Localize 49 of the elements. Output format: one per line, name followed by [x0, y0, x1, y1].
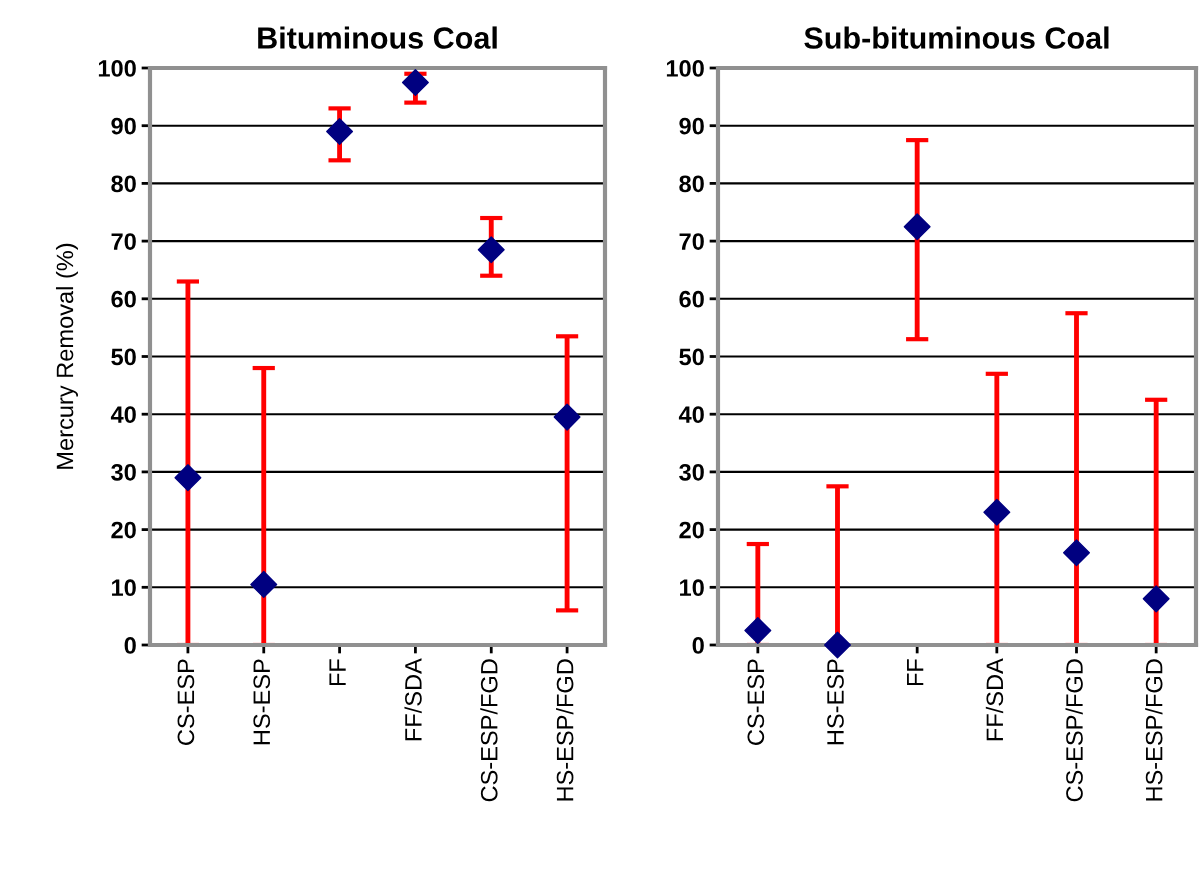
- y-tick-label: 90: [111, 117, 136, 135]
- point: [824, 631, 851, 659]
- y-tick-label: 20: [679, 521, 704, 539]
- y-tick-label: 20: [111, 521, 136, 539]
- point: [1142, 585, 1170, 613]
- y-tick-label: 60: [111, 290, 136, 308]
- y-tick-label: 80: [679, 175, 704, 193]
- x-tick-label: FF/SDA: [404, 658, 422, 741]
- y-tick-label: 0: [124, 637, 136, 654]
- x-tick-label: HS-ESP: [827, 659, 844, 745]
- point: [983, 498, 1011, 526]
- y-tick-label: 40: [678, 406, 704, 423]
- chart-title: Bituminous Coal: [258, 26, 497, 49]
- y-tick-label: 80: [111, 175, 136, 193]
- x-tick-label: CS-ESP: [747, 659, 765, 745]
- x-tick-label: CS-ESP/FGD: [1065, 659, 1083, 802]
- y-tick-label: 30: [111, 463, 136, 481]
- y-axis-title: Mercury Removal (%): [55, 243, 78, 469]
- x-tick-label: FF/SDA: [985, 658, 1004, 741]
- y-tick-label: 50: [679, 348, 704, 366]
- y-tick-label: 60: [679, 290, 704, 308]
- y-tick-label: 100: [666, 60, 704, 77]
- y-tick-label: 0: [692, 637, 704, 654]
- y-tick-label: 30: [679, 463, 704, 481]
- x-tick-label: HS-ESP/FGD: [556, 659, 574, 801]
- x-tick-label: FF: [907, 659, 924, 686]
- x-tick-label: HS-ESP: [253, 659, 271, 745]
- point: [401, 68, 429, 96]
- y-tick-label: 10: [112, 579, 136, 597]
- point: [744, 617, 772, 645]
- point: [477, 236, 505, 264]
- y-tick-label: 100: [98, 60, 136, 77]
- x-tick-label: HS-ESP/FGD: [1145, 659, 1163, 801]
- point: [326, 117, 354, 145]
- x-tick-label: CS-ESP: [177, 659, 195, 745]
- y-tick-label: 70: [679, 233, 704, 250]
- point: [1063, 539, 1090, 567]
- y-tick-label: 90: [679, 117, 704, 135]
- point: [250, 570, 278, 598]
- y-tick-label: 40: [110, 406, 136, 423]
- point: [903, 213, 931, 241]
- point: [174, 464, 202, 492]
- chart-title: Sub-bituminous Coal: [804, 26, 1109, 49]
- y-tick-label: 10: [680, 579, 704, 597]
- y-tick-label: 50: [111, 348, 136, 366]
- x-tick-label: CS-ESP/FGD: [480, 659, 498, 802]
- point: [553, 403, 581, 431]
- y-tick-label: 70: [111, 233, 136, 250]
- x-tick-label: FF: [329, 659, 346, 686]
